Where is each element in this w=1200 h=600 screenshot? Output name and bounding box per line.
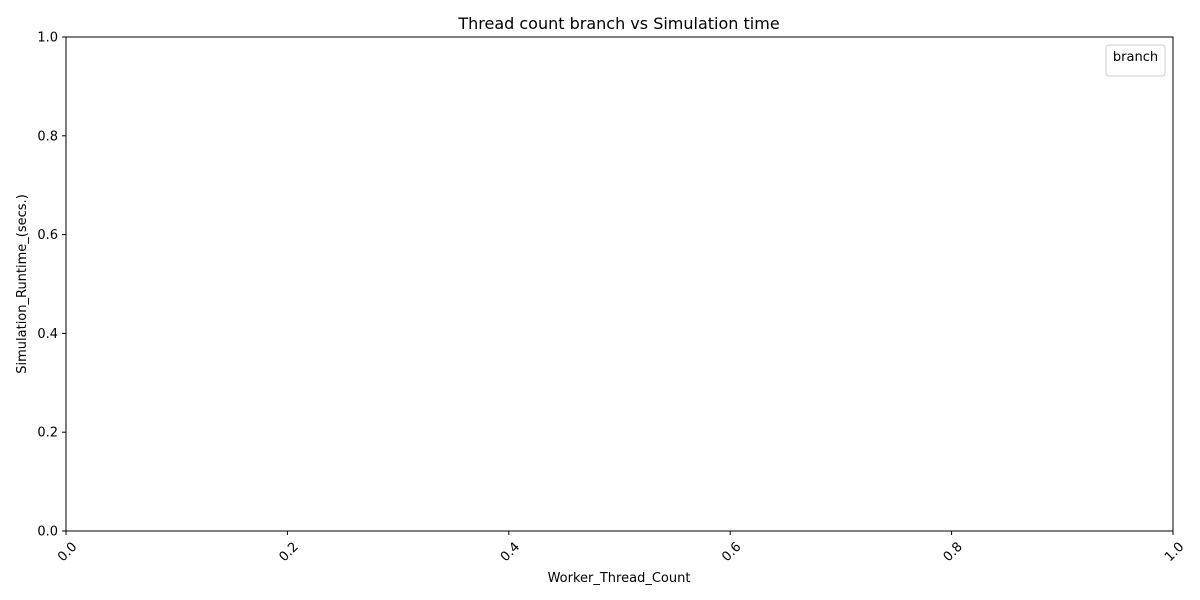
y-tick-label: 0.4 — [37, 327, 58, 342]
y-tick-label: 0.6 — [37, 228, 58, 243]
plot-area — [65, 36, 1174, 532]
x-axis: 0.0 0.2 0.4 0.6 0.8 1.0 — [55, 531, 1187, 565]
y-tick-label: 0.2 — [37, 426, 58, 441]
y-tick-label: 0.0 — [37, 525, 58, 540]
y-tick-label: 1.0 — [37, 31, 58, 46]
x-tick-label: 0.8 — [941, 540, 966, 565]
chart-title: Thread count branch vs Simulation time — [457, 14, 779, 33]
legend-box — [1105, 44, 1166, 77]
x-tick-label: 0.0 — [55, 540, 80, 565]
x-tick-label: 0.2 — [276, 540, 301, 565]
legend: branch — [1105, 44, 1166, 77]
x-tick-label: 0.6 — [719, 540, 744, 565]
y-axis: 0.0 0.2 0.4 0.6 0.8 1.0 — [37, 31, 66, 540]
x-axis-label: Worker_Thread_Count — [548, 571, 691, 586]
y-axis-label: Simulation_Runtime_(secs.) — [15, 194, 30, 374]
x-tick-label: 0.4 — [498, 540, 523, 565]
x-tick-label: 1.0 — [1162, 540, 1187, 565]
y-tick-label: 0.8 — [37, 129, 58, 144]
legend-title: branch — [1113, 50, 1158, 65]
